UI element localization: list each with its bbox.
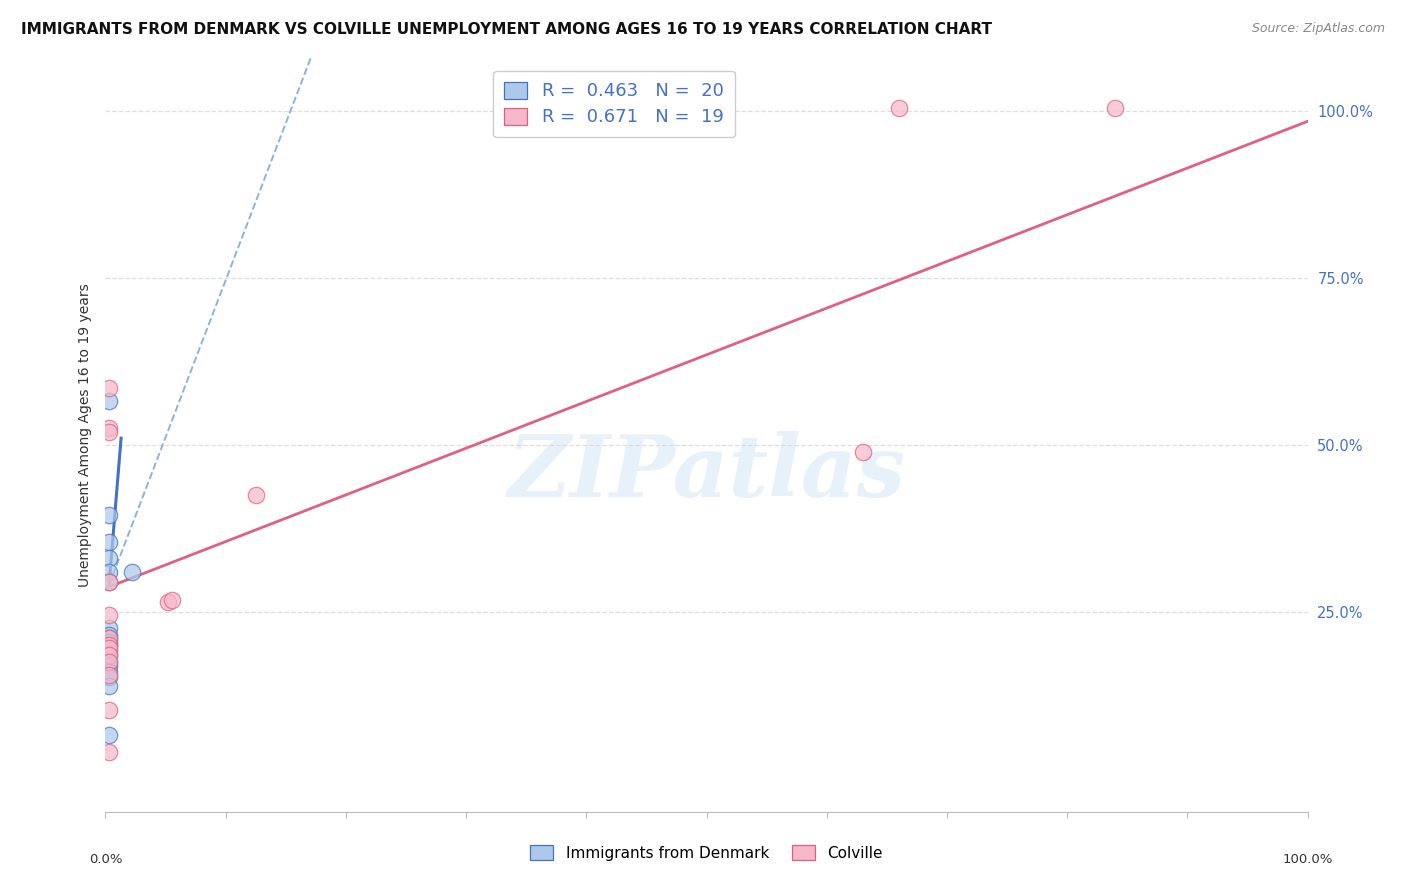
Text: Source: ZipAtlas.com: Source: ZipAtlas.com: [1251, 22, 1385, 36]
Point: [98, 703, 121, 717]
Point: [98, 648, 121, 662]
Point: [98, 421, 121, 435]
Point: [245, 488, 267, 502]
Point: [98, 668, 121, 682]
Point: [98, 534, 121, 549]
Point: [852, 444, 875, 458]
Text: ZIPatlas: ZIPatlas: [508, 431, 905, 515]
Point: [98, 665, 121, 679]
Point: [98, 648, 121, 662]
Legend: Immigrants from Denmark, Colville: Immigrants from Denmark, Colville: [523, 838, 890, 868]
Text: 100.0%: 100.0%: [1282, 853, 1333, 866]
Y-axis label: Unemployment Among Ages 16 to 19 years: Unemployment Among Ages 16 to 19 years: [77, 283, 91, 587]
Point: [98, 574, 121, 589]
Point: [98, 728, 121, 742]
Point: [121, 565, 143, 579]
Point: [98, 632, 121, 646]
Point: [98, 655, 121, 669]
Point: [98, 679, 121, 693]
Point: [98, 655, 121, 669]
Point: [98, 551, 121, 566]
Point: [98, 394, 121, 409]
Point: [98, 745, 121, 759]
Point: [98, 638, 121, 652]
Point: [156, 594, 179, 608]
Point: [1104, 101, 1126, 115]
Point: [160, 592, 183, 607]
Point: [98, 632, 121, 646]
Point: [98, 607, 121, 622]
Point: [98, 634, 121, 648]
Point: [98, 659, 121, 673]
Point: [98, 670, 121, 684]
Point: [98, 574, 121, 589]
Point: [98, 565, 121, 579]
Point: [887, 101, 910, 115]
Point: [98, 381, 121, 395]
Point: [98, 508, 121, 522]
Point: [98, 641, 121, 656]
Text: IMMIGRANTS FROM DENMARK VS COLVILLE UNEMPLOYMENT AMONG AGES 16 TO 19 YEARS CORRE: IMMIGRANTS FROM DENMARK VS COLVILLE UNEM…: [21, 22, 993, 37]
Point: [98, 621, 121, 635]
Point: [98, 638, 121, 652]
Point: [98, 643, 121, 657]
Text: 0.0%: 0.0%: [89, 853, 122, 866]
Point: [98, 425, 121, 439]
Point: [98, 628, 121, 642]
